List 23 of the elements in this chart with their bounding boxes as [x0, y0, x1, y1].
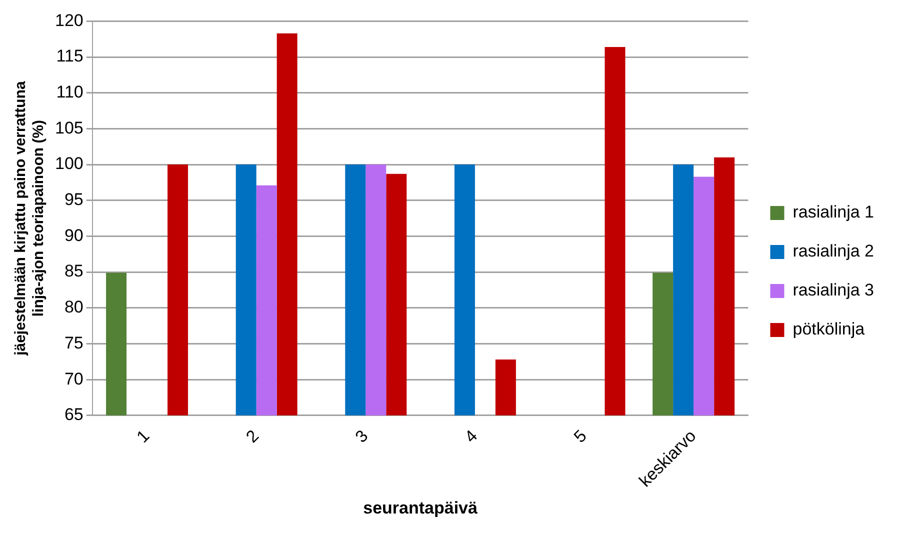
y-tick-label: 75: [64, 333, 84, 352]
legend-label: rasialinja 3: [792, 280, 874, 300]
y-tick-label: 120: [54, 10, 84, 30]
legend-label: rasialinja 1: [792, 202, 874, 222]
x-tick-label: 4: [460, 426, 482, 446]
legend-label: pötkölinja: [792, 320, 866, 339]
y-tick-label: 90: [64, 226, 84, 245]
y-tick-label: 110: [56, 82, 84, 102]
x-tick-label: 5: [570, 426, 590, 446]
y-tick-label: 105: [54, 118, 84, 138]
y-tick-label: 80: [64, 298, 84, 317]
y-tick-label: 95: [64, 190, 84, 210]
legend-label: rasialinja 2: [792, 242, 874, 261]
x-axis-title: seurantapäivä: [363, 498, 478, 518]
y-tick-label: 65: [64, 405, 84, 424]
x-tick-label: 3: [352, 426, 372, 446]
x-tick-label: 1: [133, 426, 154, 446]
y-tick-label: 85: [64, 262, 84, 281]
y-axis-title: jäejestelmään kirjattu paino verrattuna linja-ajon teoriapainoon (%): [12, 80, 48, 356]
y-tick-label: 70: [64, 369, 84, 388]
x-tick-label: 2: [242, 426, 262, 446]
y-tick-label: 115: [56, 46, 84, 66]
y-tick-label: 100: [54, 154, 84, 174]
